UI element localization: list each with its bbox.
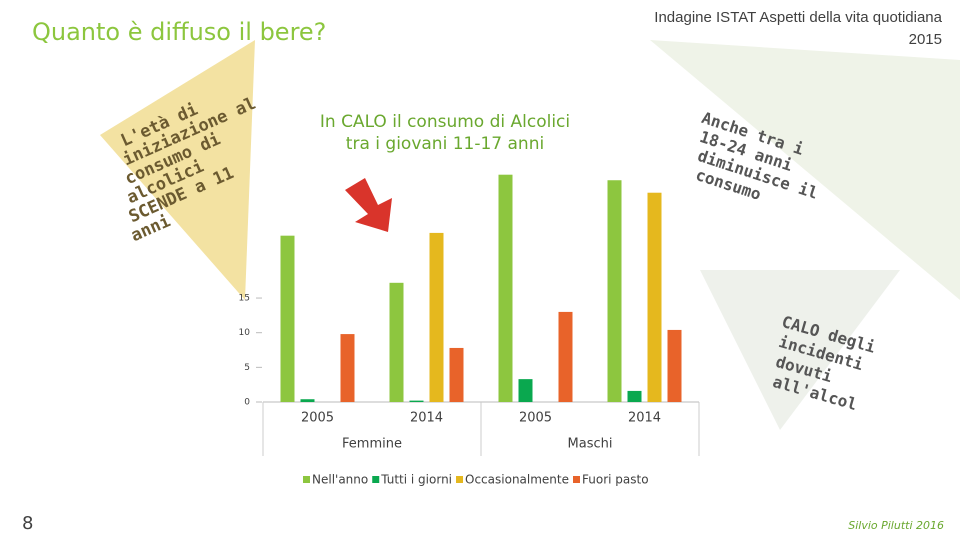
x-tick-label: 2014: [410, 411, 443, 426]
legend-swatch: [372, 476, 380, 483]
legend-label: Nell'anno: [312, 473, 368, 487]
bar: [627, 390, 642, 402]
legend-swatch: [456, 476, 464, 483]
group-label: Maschi: [568, 437, 613, 452]
bar: [607, 180, 622, 402]
x-tick-label: 2014: [628, 411, 661, 426]
center-note: In CALO il consumo di Alcolici: [320, 112, 570, 132]
bar: [449, 347, 464, 402]
page-number: 8: [22, 513, 33, 534]
bar: [498, 174, 513, 402]
y-tick-label: 10: [239, 328, 251, 338]
bar: [409, 400, 424, 402]
right-triangle-2: [700, 270, 900, 430]
arrow: [345, 178, 392, 232]
left-triangle: [100, 40, 255, 300]
bar: [667, 329, 682, 402]
source-year: 2015: [909, 31, 942, 48]
right-triangle: [650, 40, 960, 300]
bar: [389, 282, 404, 402]
slide-title: Quanto è diffuso il bere?: [32, 18, 326, 46]
y-tick-label: 0: [244, 398, 250, 408]
group-label: Femmine: [342, 437, 402, 452]
legend-label: Tutti i giorni: [380, 473, 452, 487]
legend-label: Fuori pasto: [582, 473, 649, 487]
source: Indagine ISTAT Aspetti della vita quotid…: [654, 9, 942, 26]
y-tick-label: 5: [244, 363, 250, 373]
chart: 0 5 10 15 2005 2014 2005 2014 Femmine Maschi Nell'…: [239, 174, 700, 487]
bar: [300, 399, 315, 402]
y-tick-label: 15: [239, 294, 250, 304]
bar: [518, 379, 533, 402]
legend-swatch: [303, 476, 310, 483]
bar: [340, 334, 355, 402]
bar: [280, 235, 295, 402]
bar: [429, 232, 444, 402]
legend-swatch: [573, 476, 580, 483]
legend-label: Occasionalmente: [465, 473, 569, 487]
x-tick-label: 2005: [519, 411, 552, 426]
bar: [647, 192, 662, 402]
bar: [558, 311, 573, 402]
center-note: tra i giovani 11-17 anni: [346, 134, 544, 154]
x-tick-label: 2005: [301, 411, 334, 426]
author: Silvio Pilutti 2016: [848, 519, 944, 532]
